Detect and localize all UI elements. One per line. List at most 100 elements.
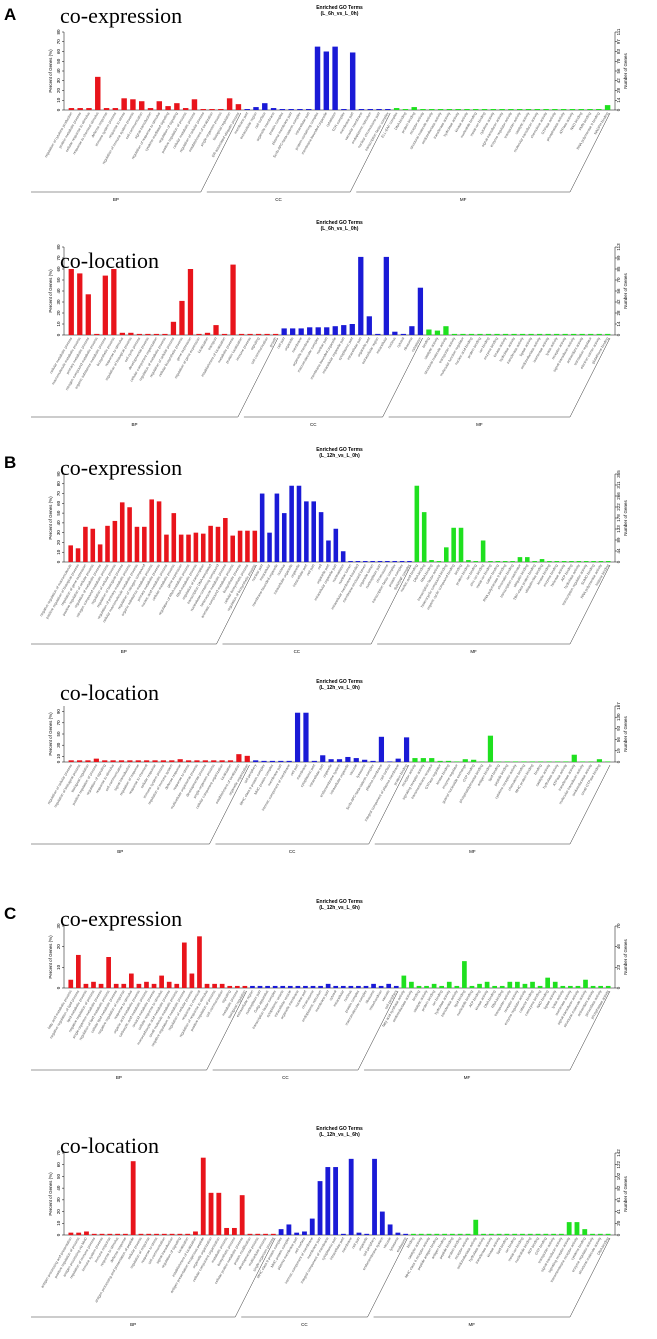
bar-bp [77, 108, 83, 110]
bar-bp [135, 760, 141, 762]
panel-label: co-location [60, 248, 159, 273]
group-label: BP [121, 649, 127, 654]
y-tick-label: 0 [56, 108, 61, 111]
y-tick-label: 40 [56, 68, 61, 74]
bar-cc [333, 1167, 339, 1235]
bar-mf [605, 985, 611, 988]
y2-tick-label: 142 [616, 1149, 621, 1157]
category-label: growth [269, 337, 278, 348]
bar-mf [416, 985, 422, 988]
bar-mf [575, 985, 581, 988]
bar-bp [197, 936, 202, 988]
bar-mf [437, 109, 444, 110]
bar-cc [407, 561, 412, 562]
bar-bp [189, 973, 195, 988]
bar-mf [596, 109, 602, 110]
y-tick-label: 30 [56, 742, 61, 748]
category-label: nucleus [343, 989, 353, 1002]
bar-cc [403, 737, 410, 762]
group-label: MF [476, 422, 483, 427]
bar-mf [504, 1233, 510, 1235]
bar-bp [235, 104, 242, 110]
bar-bp [185, 1233, 191, 1235]
bar-mf [515, 981, 520, 988]
group-label: CC [301, 1322, 308, 1327]
bar-bp [146, 1233, 152, 1235]
group-bracket-edge [569, 337, 611, 418]
bar-mf [437, 760, 443, 762]
bar-cc [333, 985, 339, 988]
bar-bp [245, 530, 250, 562]
bar-bp [177, 1233, 183, 1235]
bar-bp [166, 981, 172, 988]
bar-mf [571, 333, 577, 335]
bar-cc [261, 760, 267, 762]
bar-bp [130, 99, 136, 110]
bar-bp [112, 108, 119, 110]
bar-bp [213, 325, 219, 335]
bar-bp [144, 760, 150, 762]
bar-bp [76, 760, 83, 762]
bar-mf [504, 761, 510, 762]
bar-bp [161, 1233, 167, 1235]
y2-axis-title: Number of Genes [623, 938, 628, 974]
bar-cc [259, 493, 265, 562]
bar-mf [560, 985, 566, 988]
bar-bp [113, 983, 119, 988]
bar-mf [582, 1229, 588, 1235]
bar-cc [265, 985, 270, 988]
bar-cc [267, 532, 272, 562]
y-tick-label: 20 [56, 88, 61, 94]
y2-tick-label: 0 [616, 986, 621, 989]
bar-mf [411, 107, 417, 110]
bar-cc [318, 512, 324, 562]
bar-mf [574, 1222, 580, 1235]
bar-cc [377, 561, 383, 562]
bar-cc [325, 983, 331, 988]
y-tick-label: 50 [56, 731, 61, 737]
y-tick-label: 10 [56, 97, 61, 103]
bar-bp [204, 332, 211, 335]
bar-bp [68, 1232, 74, 1235]
y-axis-title: Percent of Genes (%) [48, 1172, 53, 1216]
bar-cc [362, 759, 368, 762]
category-label: organelle [290, 564, 301, 579]
bar-bp [93, 758, 99, 762]
bar-bp [127, 507, 132, 562]
chart-2: co-location Enriched GO Terms(L_6h_vs_L_0… [31, 220, 628, 427]
bar-mf [605, 333, 611, 335]
y-tick-label: 0 [56, 1233, 61, 1236]
y-tick-label: 20 [56, 310, 61, 316]
y-tick-label: 0 [56, 986, 61, 989]
group-label: MF [464, 1075, 471, 1080]
y-tick-label: 50 [56, 510, 61, 516]
bar-bp [83, 526, 88, 562]
bar-mf [554, 761, 561, 762]
category-label: cell part [290, 764, 300, 777]
bar-bp [227, 985, 233, 988]
y2-tick-label: 46 [616, 944, 621, 950]
group-bracket-edge [569, 764, 611, 845]
bar-mf [496, 1233, 502, 1235]
category-label: vacuole [381, 990, 391, 1003]
bar-cc [290, 328, 296, 335]
y-axis-title: Percent of Genes (%) [48, 49, 53, 93]
bar-cc [287, 985, 293, 988]
y2-tick-label: 56 [616, 68, 621, 74]
bar-cc [279, 109, 286, 110]
y2-tick-label: 70 [616, 277, 621, 283]
chart-title: Enriched GO Terms [316, 220, 363, 226]
bar-bp [200, 1157, 206, 1235]
y-tick-label: 0 [56, 560, 61, 563]
bar-mf [420, 758, 426, 762]
bar-bp [90, 528, 96, 562]
bar-bp [237, 530, 243, 562]
y2-tick-label: 89 [616, 537, 621, 543]
y-tick-label: 60 [56, 266, 61, 272]
bar-bp [200, 533, 206, 562]
bar-mf [462, 961, 467, 988]
y-tick-label: 40 [56, 1185, 61, 1191]
bar-mf [596, 759, 603, 762]
bar-bp [94, 333, 100, 335]
